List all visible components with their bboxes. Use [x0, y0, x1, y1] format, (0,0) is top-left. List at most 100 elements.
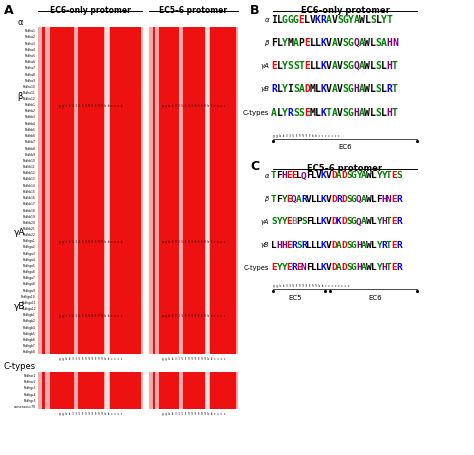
Text: S: S [375, 108, 382, 118]
Text: S: S [343, 38, 348, 48]
Text: Pcdhga2: Pcdhga2 [23, 245, 36, 249]
Text: D: D [341, 217, 347, 226]
Bar [205, 372, 209, 410]
Text: R: R [336, 194, 342, 203]
Text: Pcdhga9: Pcdhga9 [23, 288, 36, 292]
Text: D: D [304, 84, 310, 94]
Text: K: K [320, 84, 327, 94]
Text: V: V [337, 84, 343, 94]
Text: g g b b 3 3 5 5 9 9 9 9 9 9 b b c c c c: g g b b 3 3 5 5 9 9 9 9 9 9 b b c c c c [59, 313, 122, 317]
Text: Pcdha6: Pcdha6 [25, 60, 36, 64]
Text: Pcdha7: Pcdha7 [25, 66, 36, 70]
Text: Pcdhb3: Pcdhb3 [25, 115, 36, 119]
Text: Pcdha11: Pcdha11 [23, 91, 36, 95]
Text: Pcdhga10: Pcdhga10 [21, 294, 36, 298]
Text: consensus>70: consensus>70 [14, 404, 36, 408]
Text: H: H [381, 194, 387, 203]
Text: Pcdhgb7: Pcdhgb7 [23, 344, 36, 347]
Text: Q: Q [354, 61, 359, 71]
Text: R: R [301, 240, 307, 249]
Text: E: E [286, 171, 292, 180]
Text: L: L [306, 240, 312, 249]
Text: D: D [341, 171, 347, 180]
Text: H: H [354, 84, 359, 94]
Text: H: H [356, 263, 362, 272]
Text: L: L [370, 84, 376, 94]
Bar [206, 102, 210, 238]
Text: D: D [331, 240, 337, 249]
Text: T: T [271, 194, 277, 203]
Text: g g b b 3 3 5 5 9 9 9 9 9 9 b b c c c c: g g b b 3 3 5 5 9 9 9 9 9 9 b b c c c c [59, 239, 122, 243]
Text: I: I [288, 84, 293, 94]
Text: V: V [306, 194, 312, 203]
Text: E: E [271, 263, 277, 272]
Text: T: T [392, 61, 398, 71]
Bar [105, 311, 109, 354]
Text: EC6-only protomer: EC6-only protomer [50, 6, 130, 15]
Text: Pcdhgc5: Pcdhgc5 [23, 398, 36, 402]
Text: R: R [396, 240, 402, 249]
Text: K: K [321, 240, 327, 249]
Text: Pcdhb10: Pcdhb10 [23, 158, 36, 162]
Text: V: V [326, 263, 332, 272]
Text: L: L [311, 263, 317, 272]
Text: V: V [326, 194, 332, 203]
Text: Pcdhgb4: Pcdhgb4 [23, 325, 36, 329]
Text: A: A [296, 194, 302, 203]
Bar [73, 102, 78, 238]
Text: Y: Y [282, 38, 288, 48]
Text: Y: Y [281, 194, 287, 203]
Bar [38, 372, 43, 410]
Text: Y: Y [376, 263, 382, 272]
Text: g g b b 3 3 5 5 9 9 9 9 9 9 b b c c c c: g g b b 3 3 5 5 9 9 9 9 9 9 b b c c c c [162, 239, 225, 243]
Text: Pcdhb18: Pcdhb18 [23, 208, 36, 212]
Bar [155, 102, 159, 238]
Text: L: L [271, 240, 277, 249]
Text: T: T [299, 61, 304, 71]
Bar [73, 311, 78, 354]
Text: S: S [346, 263, 352, 272]
Text: Pcdhgb2: Pcdhgb2 [23, 318, 36, 323]
Text: L: L [311, 171, 317, 180]
Bar [73, 372, 78, 410]
Text: P: P [296, 217, 302, 226]
Text: T: T [271, 171, 277, 180]
Text: L: L [370, 108, 376, 118]
Text: A: A [299, 84, 304, 94]
Text: T: T [392, 84, 398, 94]
Text: M: M [310, 84, 315, 94]
Bar [105, 372, 109, 410]
Text: Pcdhb15: Pcdhb15 [23, 189, 36, 193]
Text: F: F [306, 217, 312, 226]
Text: Pcdhb20: Pcdhb20 [23, 220, 36, 224]
Bar [104, 28, 109, 102]
Text: H: H [386, 108, 392, 118]
Text: Pcdhb2: Pcdhb2 [25, 109, 36, 113]
Text: K: K [315, 15, 321, 25]
Text: D: D [341, 263, 347, 272]
Text: β: β [264, 40, 269, 46]
Text: A: A [361, 194, 367, 203]
Text: T: T [326, 108, 332, 118]
Text: β: β [265, 196, 269, 202]
Text: A: A [271, 108, 277, 118]
Text: L: L [371, 263, 377, 272]
Text: T: T [386, 171, 392, 180]
Bar [206, 28, 210, 102]
Text: E: E [391, 194, 397, 203]
Text: S: S [370, 15, 376, 25]
Text: L: L [315, 61, 321, 71]
Text: Pcdhga12: Pcdhga12 [21, 307, 36, 311]
Bar [38, 311, 43, 354]
Text: L: L [316, 217, 322, 226]
Text: Q: Q [291, 194, 297, 203]
Text: Y: Y [348, 15, 354, 25]
Bar [155, 28, 159, 102]
Bar [46, 102, 50, 238]
Text: γB: γB [14, 301, 26, 310]
Text: Q: Q [356, 194, 362, 203]
Text: K: K [321, 217, 327, 226]
Bar [149, 372, 153, 410]
Text: E: E [286, 194, 292, 203]
Text: H: H [381, 217, 387, 226]
